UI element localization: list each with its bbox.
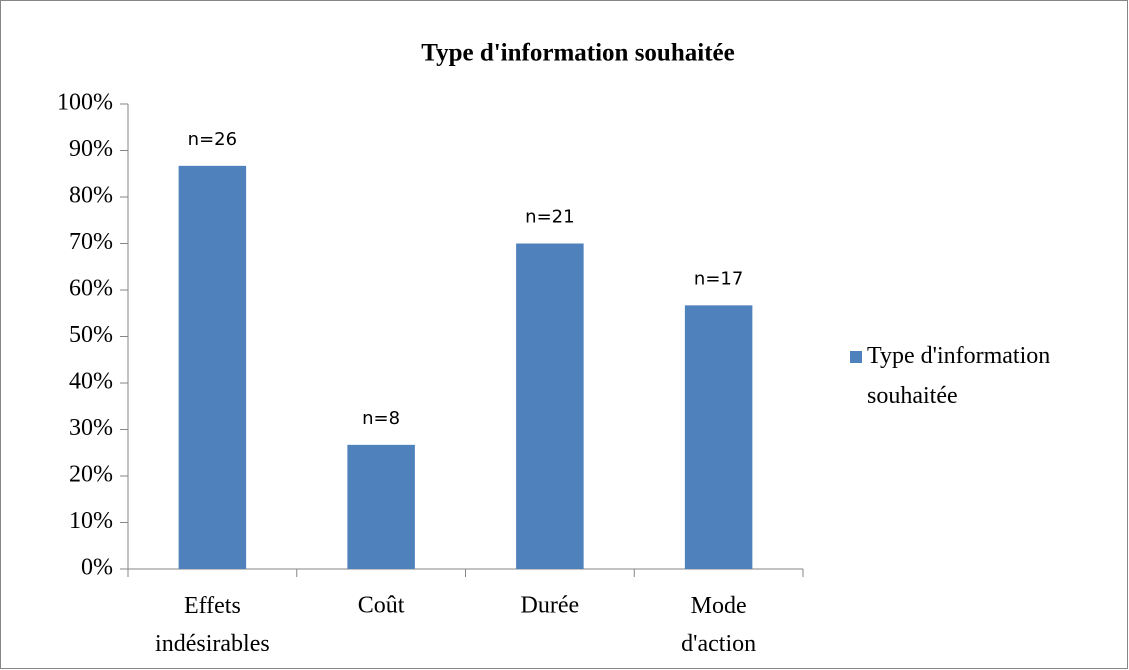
x-tick-label: Effets indésirables (155, 593, 270, 657)
x-tick-label: Coût (358, 593, 405, 619)
data-label: n=21 (525, 207, 574, 228)
x-tick-label: Mode d'action (681, 593, 756, 657)
y-tick-label: 40% (69, 369, 113, 395)
bar (347, 444, 415, 569)
y-tick-label: 60% (69, 276, 113, 302)
bar (684, 305, 753, 569)
x-tick-label: Durée (521, 593, 580, 619)
y-tick-label: 90% (69, 136, 113, 162)
bar (516, 243, 584, 569)
legend-label: Type d'information souhaitée (867, 343, 1050, 409)
bar (178, 165, 247, 569)
data-label: n=8 (362, 408, 400, 429)
data-label: n=17 (694, 268, 743, 289)
legend-swatch (850, 351, 862, 363)
y-tick-label: 70% (69, 229, 113, 255)
data-label: n=26 (188, 129, 237, 150)
y-tick-label: 20% (69, 462, 113, 488)
y-tick-label: 10% (69, 508, 113, 534)
chart-title: Type d'information souhaitée (421, 40, 734, 67)
y-tick-label: 80% (69, 183, 113, 209)
y-tick-label: 30% (69, 415, 113, 441)
y-tick-label: 100% (57, 90, 113, 116)
y-tick-label: 0% (81, 555, 113, 581)
y-tick-label: 50% (69, 322, 113, 348)
